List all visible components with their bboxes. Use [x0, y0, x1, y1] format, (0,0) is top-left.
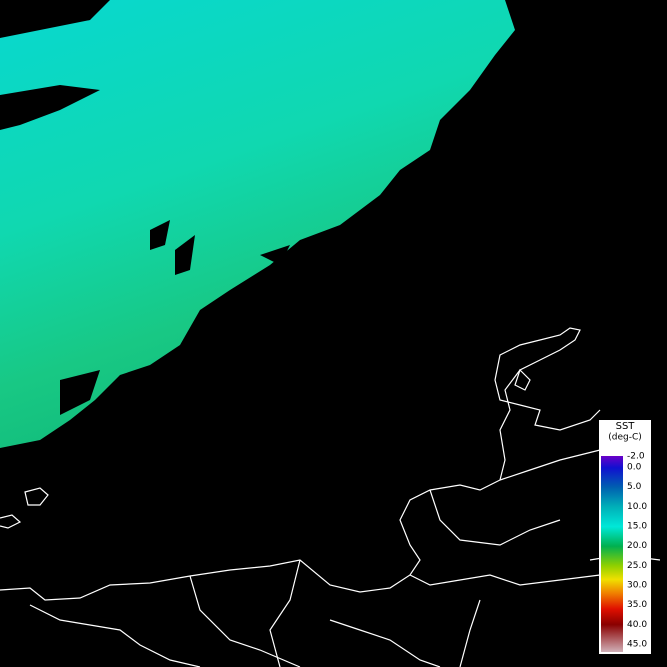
legend-label: 0.0	[627, 463, 642, 473]
legend-label: 30.0	[627, 581, 647, 591]
legend-label: -2.0	[627, 452, 645, 462]
legend-label: 35.0	[627, 600, 647, 610]
legend-label: 45.0	[627, 640, 647, 650]
legend: SST (deg-C) -2.00.0 5.0 10.0 15.0 20.0 25.0 30…	[599, 420, 651, 654]
cloud-gaps	[0, 0, 290, 415]
legend-label: 20.0	[627, 541, 647, 551]
legend-label: 15.0	[627, 522, 647, 532]
legend-label: 25.0	[627, 561, 647, 571]
color-bar	[601, 456, 623, 652]
legend-unit: (deg-C)	[608, 433, 642, 443]
legend-label: 10.0	[627, 502, 647, 512]
legend-title: SST	[616, 421, 636, 432]
legend-label: 5.0	[627, 482, 642, 492]
legend-label: 40.0	[627, 620, 647, 630]
sea-surface	[0, 0, 515, 448]
